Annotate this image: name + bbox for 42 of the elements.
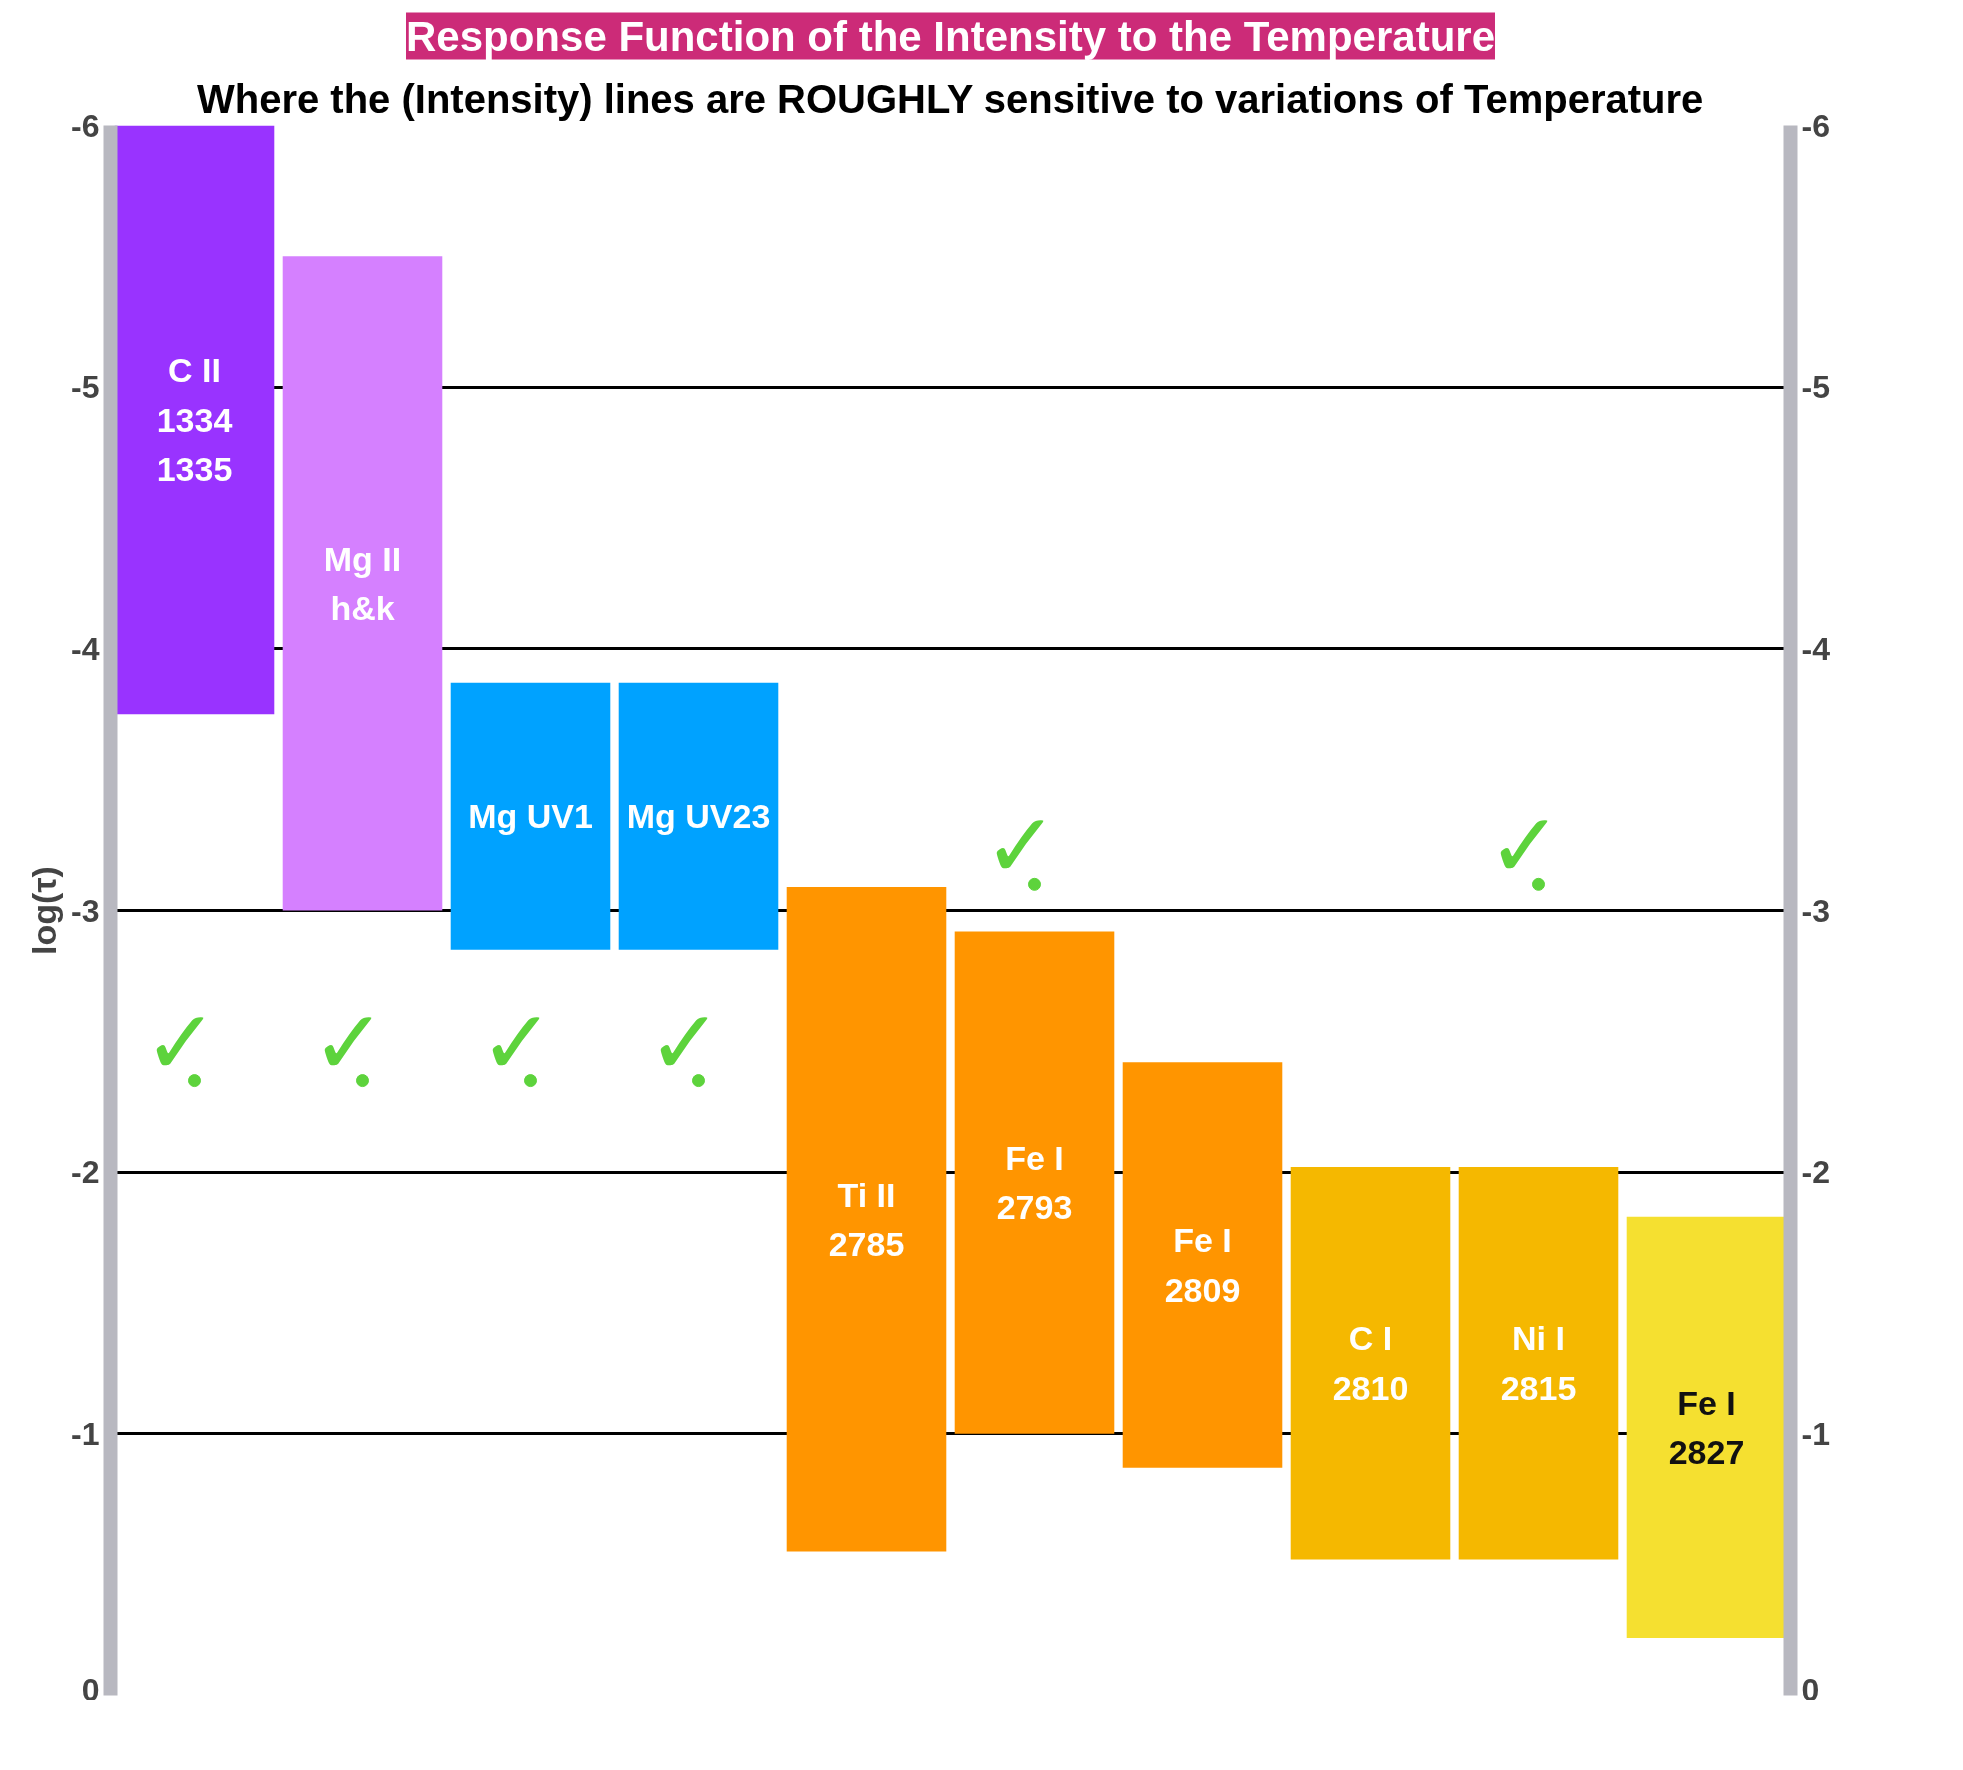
x-tick-label: C II 1334 1335 — [156, 351, 233, 489]
chart-title: Response Function of the Intensity to the Temperature — [406, 12, 1496, 60]
bar — [1626, 1216, 1787, 1638]
y-tick-label: -4 — [71, 630, 100, 667]
data-label: ✓ — [143, 989, 219, 1095]
data-label: ✓ — [1487, 793, 1563, 899]
y-tick-label: -3 — [71, 892, 100, 929]
x-tick-label: Mg UV23 — [626, 797, 771, 836]
x-tick-label: Ti II 2785 — [828, 1175, 905, 1263]
y-axis-title: log(τ) — [25, 866, 64, 955]
y-tick-label: -1 — [71, 1415, 100, 1452]
data-label: ✓ — [311, 989, 387, 1095]
x-tick-label: Fe I 2827 — [1668, 1383, 1745, 1471]
y2-tick-label: -6 — [1801, 107, 1830, 144]
y-tick-label: -6 — [71, 107, 100, 144]
y2-tick-label: 0 — [1801, 1671, 1820, 1708]
bar — [954, 931, 1115, 1434]
x-tick-label: Mg UV1 — [468, 797, 593, 836]
x-tick-label: Fe I 2809 — [1164, 1221, 1241, 1309]
bar — [450, 682, 611, 950]
x-tick-label: C I 2810 — [1332, 1319, 1409, 1407]
bar — [282, 256, 443, 911]
bar — [786, 886, 947, 1552]
bar — [1122, 1062, 1283, 1468]
bar — [1290, 1166, 1451, 1560]
y2-tick-label: -2 — [1801, 1154, 1830, 1191]
bar — [618, 682, 779, 950]
bar — [1458, 1166, 1619, 1560]
y2-tick-label: -3 — [1801, 892, 1830, 929]
y2-tick-label: -5 — [1801, 369, 1830, 406]
y-tick-label: -2 — [71, 1154, 100, 1191]
x-tick-label: Ni I 2815 — [1500, 1319, 1577, 1407]
data-label: ✓ — [479, 989, 555, 1095]
y2-tick-label: -4 — [1801, 630, 1831, 667]
y2-tick-label: -1 — [1801, 1415, 1830, 1452]
y-tick-label: -5 — [71, 369, 100, 406]
y-tick-label: 0 — [81, 1671, 100, 1708]
x-tick-label: Fe I 2793 — [996, 1138, 1073, 1227]
data-label: ✓ — [647, 989, 723, 1095]
chart-subtitle: Where the (Intensity) lines are ROUGHLY sensitive to variations of Temperature — [196, 76, 1704, 121]
data-label: ✓ — [983, 793, 1059, 899]
x-tick-label: Mg II h&k — [323, 539, 402, 628]
